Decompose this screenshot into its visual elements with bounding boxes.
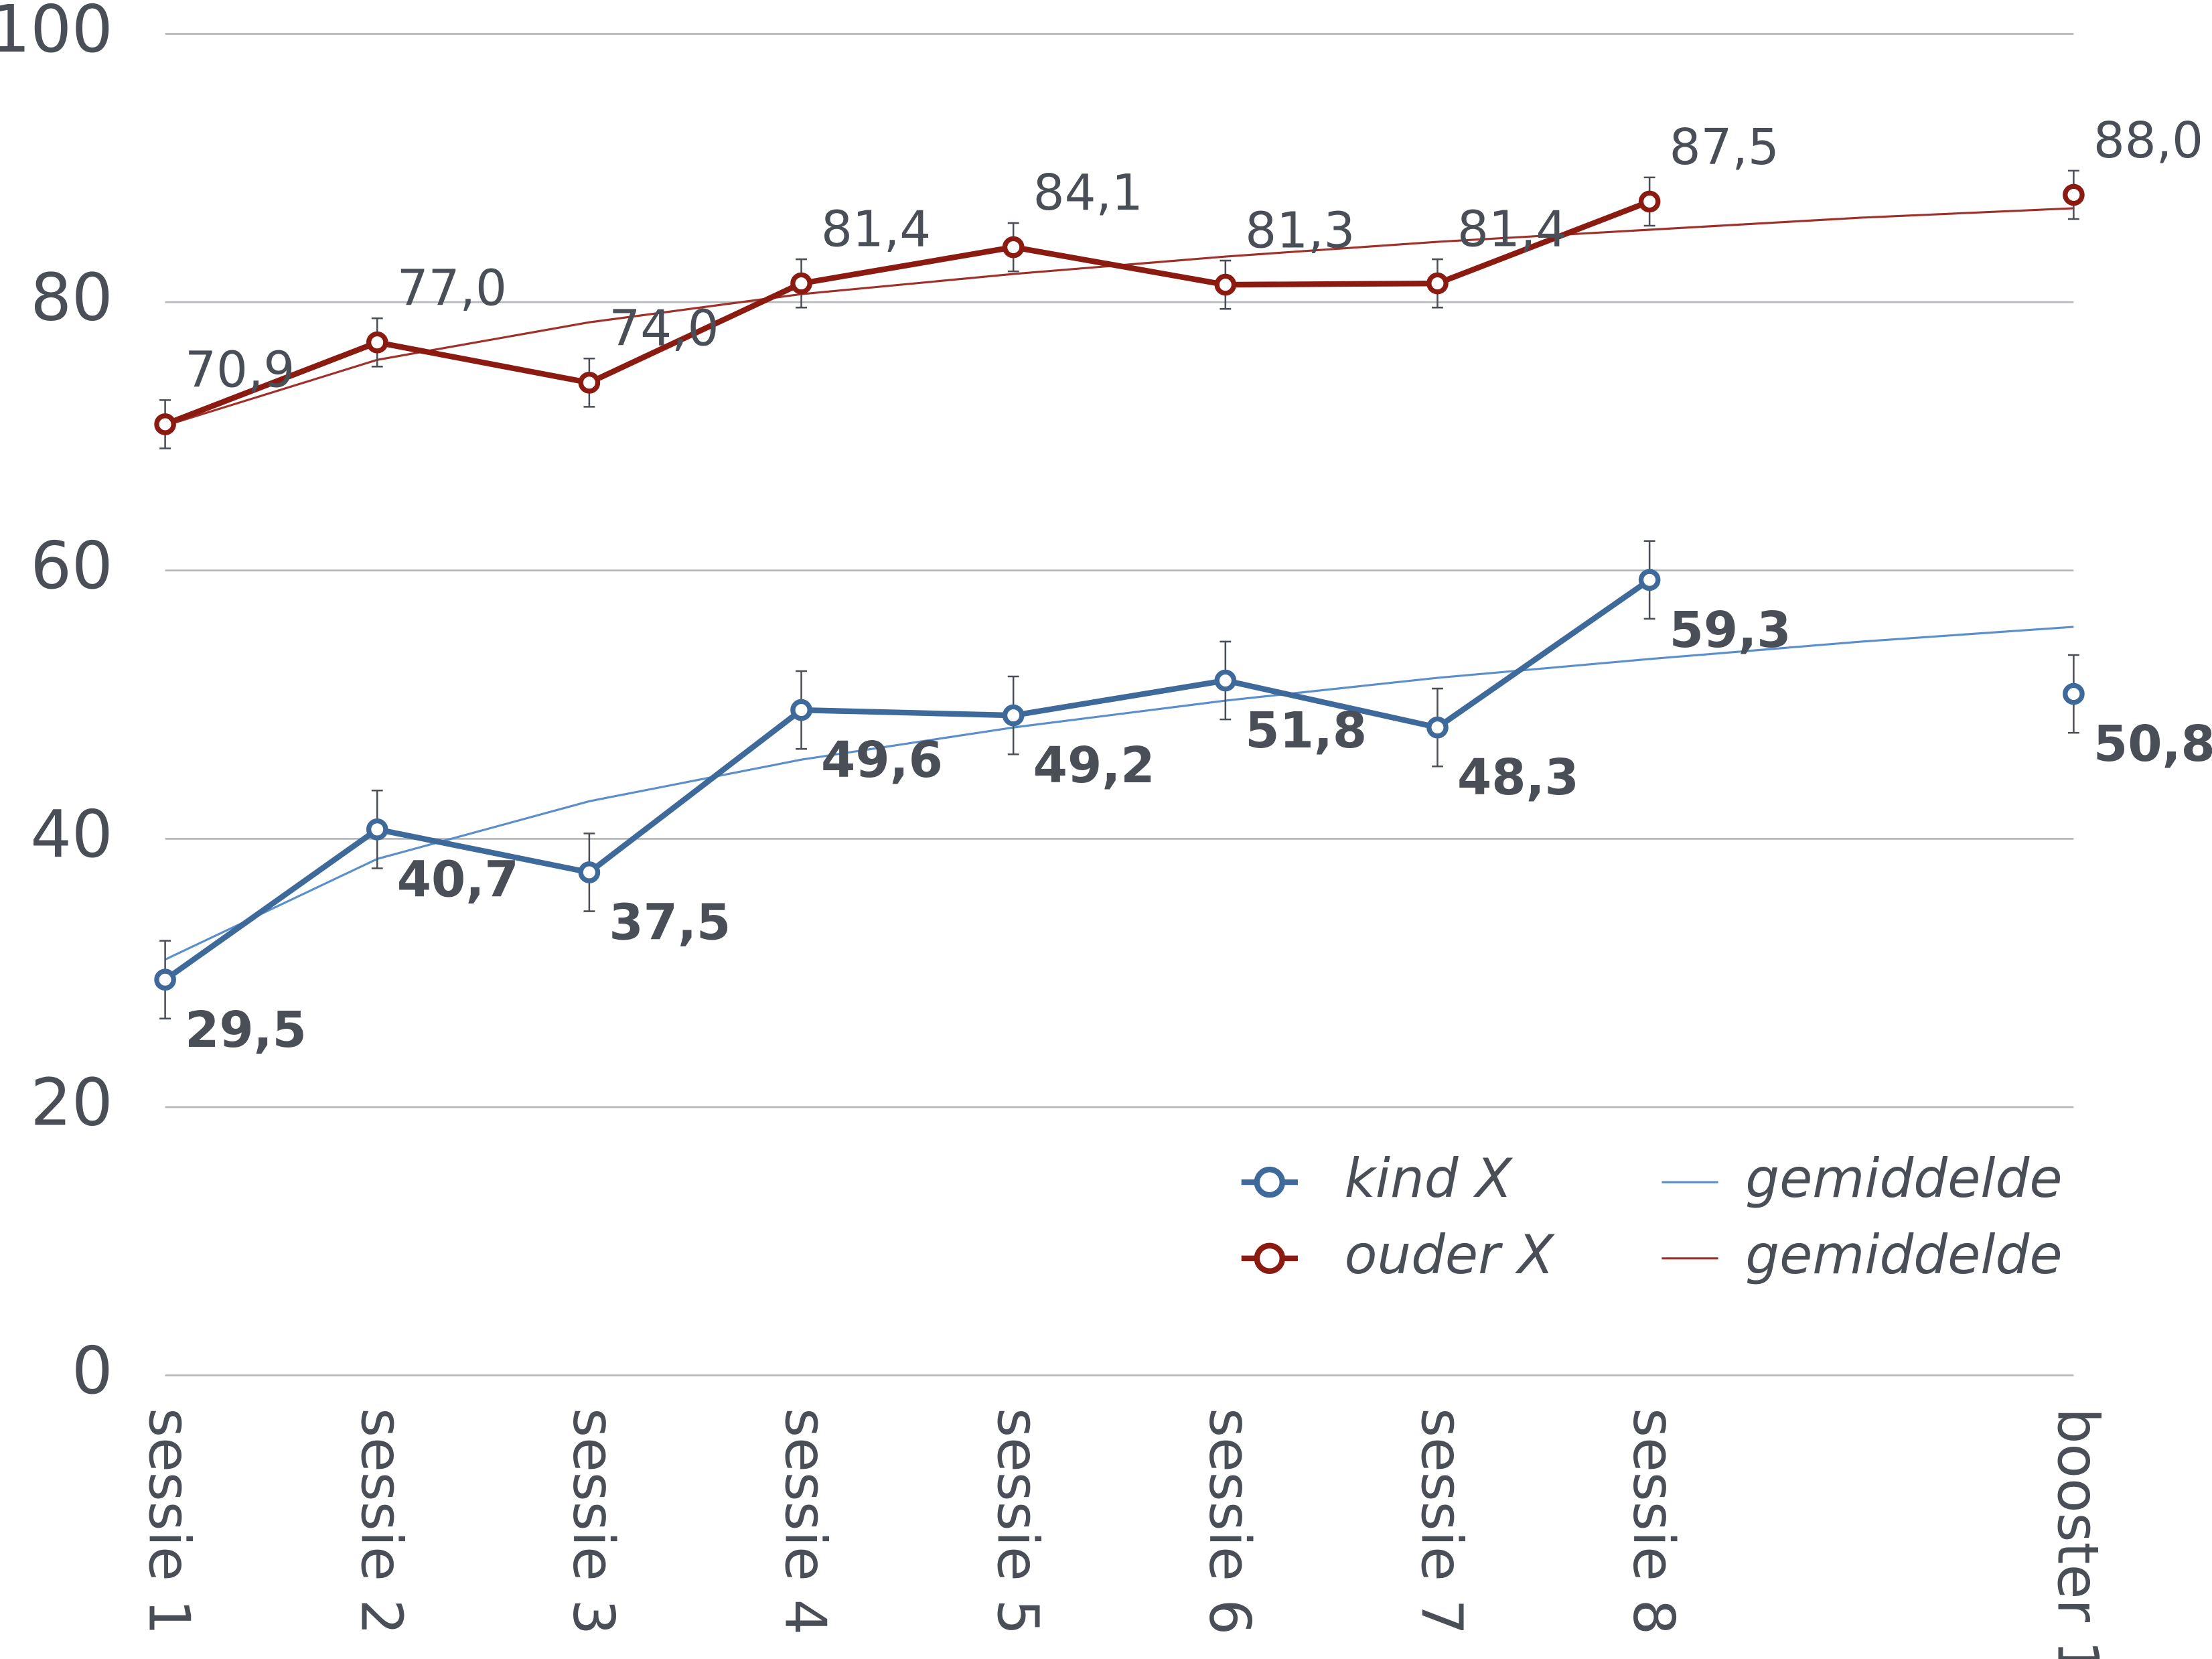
x-tick-label: sessie 8 <box>1621 1408 1686 1635</box>
y-tick-label: 0 <box>72 1333 113 1409</box>
x-tick-label: sessie 2 <box>348 1408 414 1635</box>
point <box>1638 190 1661 213</box>
point <box>790 272 812 295</box>
y-tick-label: 60 <box>30 528 113 603</box>
y-tick-label: 80 <box>30 260 113 336</box>
point <box>578 372 601 394</box>
x-tick-label: sessie 1 <box>137 1408 202 1635</box>
point <box>1426 272 1449 295</box>
x-tick-label: sessie 4 <box>773 1408 838 1635</box>
data-label: 81,4 <box>1457 201 1567 258</box>
point <box>2063 682 2085 705</box>
x-tick-label: sessie 3 <box>561 1408 626 1635</box>
point <box>154 413 176 435</box>
data-label: 74,0 <box>609 301 719 358</box>
point <box>578 861 601 883</box>
data-label: 37,5 <box>609 895 731 952</box>
y-tick-label: 100 <box>0 0 113 67</box>
series-line <box>165 207 2074 427</box>
data-label: 50,8 <box>2093 716 2212 773</box>
x-tick-label: sessie 7 <box>1409 1408 1475 1635</box>
y-tick-label: 20 <box>30 1064 113 1140</box>
point <box>1002 704 1025 727</box>
point <box>1214 273 1237 296</box>
data-label: 48,3 <box>1457 749 1579 806</box>
data-label: 87,5 <box>1670 119 1779 176</box>
legend-label: ouder X <box>1344 1224 1555 1286</box>
point <box>1426 716 1449 739</box>
data-label: 81,3 <box>1245 202 1355 259</box>
data-label: 29,5 <box>185 1002 307 1059</box>
x-tick-label: sessie 5 <box>984 1408 1050 1635</box>
legend-marker <box>1254 1242 1285 1274</box>
point <box>366 818 388 841</box>
data-label: 51,8 <box>1245 703 1367 760</box>
data-label: 84,1 <box>1033 165 1143 222</box>
point <box>1638 569 1661 591</box>
point <box>154 968 176 991</box>
legend-label: gemiddelde <box>1745 1224 2062 1286</box>
point <box>366 331 388 354</box>
point <box>1214 669 1237 692</box>
y-tick-label: 40 <box>30 796 113 872</box>
legend-marker <box>1254 1166 1285 1198</box>
legend-label: kind X <box>1344 1147 1514 1210</box>
legend-label: gemiddelde <box>1745 1147 2062 1210</box>
point <box>1002 236 1025 259</box>
data-label: 70,9 <box>185 342 295 399</box>
data-label: 49,6 <box>821 732 943 789</box>
point <box>790 699 812 721</box>
data-label: 88,0 <box>2093 113 2203 169</box>
x-tick-label: booster 1 <box>2045 1408 2110 1659</box>
x-tick-label: sessie 6 <box>1197 1408 1262 1635</box>
data-label: 81,4 <box>821 201 931 258</box>
data-label: 49,2 <box>1033 737 1155 794</box>
point <box>2063 184 2085 206</box>
data-label: 59,3 <box>1670 602 1791 659</box>
data-label: 77,0 <box>397 260 507 317</box>
series-line <box>164 626 2074 961</box>
data-label: 40,7 <box>397 851 519 908</box>
